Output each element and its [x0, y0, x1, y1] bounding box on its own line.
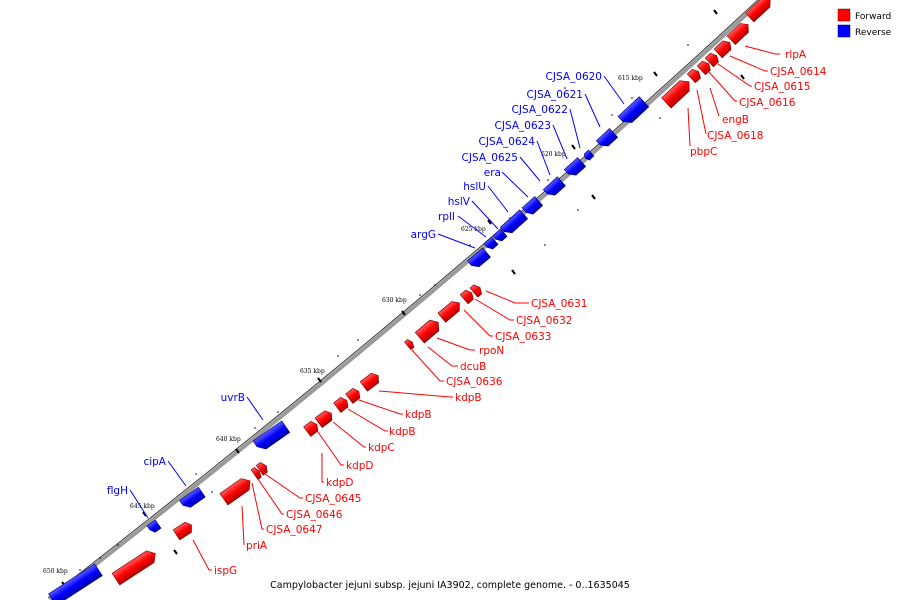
gene-forward [696, 60, 711, 76]
genome-backbone [48, 0, 764, 600]
label-CJSA_0614: CJSA_0614 [770, 66, 827, 78]
label-CJSA_0620: CJSA_0620 [546, 71, 602, 83]
forward-leaders [192, 45, 780, 571]
gene-forward [704, 52, 719, 68]
genome-caption: Campylobacter jejuni subsp. jejuni IA390… [270, 580, 630, 591]
label-CJSA_0622: CJSA_0622 [512, 104, 568, 116]
label-CJSA_0647: CJSA_0647 [266, 524, 322, 536]
forward-labels: rlpA CJSA_0614 CJSA_0615 CJSA_0616 engB … [214, 49, 827, 577]
label-pbpC: pbpC [690, 146, 717, 158]
gene-reverse [617, 96, 650, 123]
gene-reverse [542, 176, 566, 196]
label-priA: priA [246, 540, 268, 552]
label-CJSA_0621: CJSA_0621 [527, 89, 583, 101]
reverse-genes [48, 96, 650, 600]
legend-reverse-swatch [837, 24, 851, 38]
gene-reverse [483, 236, 499, 250]
gene-forward [303, 421, 319, 437]
label-CJSA_0616: CJSA_0616 [739, 97, 796, 109]
gene-reverse [179, 486, 206, 508]
gene-forward [745, 0, 771, 23]
gene-forward [726, 23, 749, 45]
label-engB: engB [722, 114, 749, 126]
label-kdpC: kdpC [368, 442, 395, 454]
label-dcuB: dcuB [460, 361, 486, 373]
label-rplI: rplI [438, 211, 455, 223]
gene-forward [437, 301, 460, 323]
label-CJSA_0625: CJSA_0625 [462, 152, 518, 164]
label-ispG: ispG [214, 565, 237, 577]
reverse-leaders [129, 75, 625, 519]
label-CJSA_0645: CJSA_0645 [305, 493, 361, 505]
label-rpoN: rpoN [479, 345, 504, 357]
tick-615: 615 kbp [618, 75, 643, 82]
gene-reverse [467, 247, 491, 268]
label-CJSA_0615: CJSA_0615 [754, 81, 810, 93]
gene-forward [414, 319, 440, 344]
gene-forward [255, 462, 268, 476]
label-CJSA_0632: CJSA_0632 [516, 315, 572, 327]
label-hslU: hslU [463, 181, 486, 193]
gene-forward [359, 372, 379, 392]
gene-forward [469, 284, 482, 298]
legend-forward-label: Forward [855, 12, 891, 22]
label-CJSA_0631: CJSA_0631 [531, 298, 587, 310]
gene-forward [333, 397, 349, 413]
label-kdpB-1: kdpB [455, 392, 482, 404]
label-kdpB-3: kdpB [389, 426, 416, 438]
gene-reverse [146, 519, 162, 533]
label-cipA: cipA [143, 456, 166, 468]
gene-forward [250, 467, 262, 481]
gene-forward [661, 80, 690, 109]
gene-forward [219, 478, 251, 506]
gene-reverse [563, 157, 587, 176]
gene-forward [713, 40, 732, 59]
tick-635: 635 kbp [300, 368, 325, 375]
tick-625: 625 kbp [461, 226, 486, 233]
legend: Forward Reverse [837, 8, 892, 38]
label-CJSA_0636: CJSA_0636 [446, 376, 503, 388]
label-kdpD-2: kdpD [326, 477, 354, 489]
gene-forward [314, 410, 333, 429]
gene-reverse [521, 196, 544, 215]
label-argG: argG [411, 229, 436, 241]
tick-630: 630 kbp [382, 297, 407, 304]
gene-forward [404, 339, 415, 351]
gene-forward [459, 289, 474, 305]
label-era: era [484, 167, 501, 179]
forward-genes [111, 0, 771, 586]
gene-forward [345, 388, 361, 404]
label-rlpA: rlpA [785, 49, 807, 61]
reverse-labels: CJSA_0620 CJSA_0621 CJSA_0622 CJSA_0623 … [107, 71, 602, 497]
genome-backbone-shadow [47, 0, 759, 599]
label-CJSA_0633: CJSA_0633 [495, 331, 551, 343]
tick-labels: 615 kbp 620 kbp 625 kbp 630 kbp 635 kbp … [43, 75, 643, 575]
label-hslV: hslV [448, 196, 471, 208]
gene-forward [111, 550, 156, 586]
tick-620: 620 kbp [541, 151, 566, 158]
gene-reverse [252, 420, 291, 450]
legend-forward-swatch [837, 8, 851, 22]
gene-reverse [583, 149, 595, 161]
gene-reverse [595, 128, 619, 147]
legend-reverse-label: Reverse [855, 28, 892, 38]
gene-reverse [492, 228, 508, 242]
tick-645: 645 kbp [130, 503, 155, 510]
label-uvrB: uvrB [221, 392, 245, 404]
label-CJSA_0624: CJSA_0624 [479, 136, 536, 148]
gene-forward [686, 68, 701, 84]
label-kdpB-2: kdpB [405, 409, 432, 421]
label-CJSA_0646: CJSA_0646 [286, 509, 343, 521]
label-kdpD-1: kdpD [346, 460, 374, 472]
label-CJSA_0623: CJSA_0623 [495, 120, 551, 132]
tick-640: 640 kbp [216, 436, 241, 443]
gene-reverse [499, 209, 529, 234]
label-flgH: flgH [107, 485, 128, 497]
label-CJSA_0618: CJSA_0618 [707, 130, 763, 142]
minor-ticks [79, 44, 689, 571]
tick-650: 650 kbp [43, 568, 68, 575]
gene-forward [172, 521, 192, 541]
